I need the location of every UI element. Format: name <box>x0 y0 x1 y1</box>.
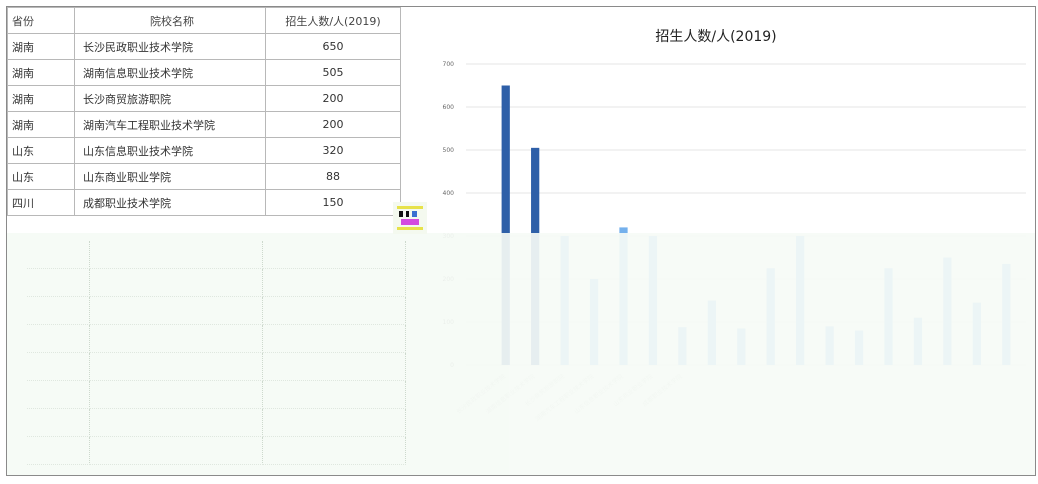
cell-province[interactable]: 湖南 <box>7 59 75 86</box>
faded-overlay-region <box>7 233 1035 475</box>
cell-enrollment[interactable]: 200 <box>265 111 401 138</box>
faded-row <box>27 380 406 409</box>
cell-province[interactable]: 四川 <box>7 189 75 216</box>
faded-row <box>27 408 406 437</box>
header-province: 省份 <box>7 7 75 34</box>
y-tick-label: 500 <box>443 147 455 154</box>
cell-province[interactable]: 湖南 <box>7 85 75 112</box>
cell-school-name[interactable]: 长沙商贸旅游职院 <box>74 85 266 112</box>
faded-row <box>27 241 406 269</box>
cell-enrollment[interactable]: 320 <box>265 137 401 164</box>
screenshot-frame: 省份 院校名称 招生人数/人(2019) 湖南 长沙民政职业技术学院 650 湖… <box>6 6 1036 476</box>
header-school-name: 院校名称 <box>74 7 266 34</box>
table-row: 山东 山东商业职业学院 88 <box>7 163 401 190</box>
y-tick-label: 400 <box>443 190 455 197</box>
cell-enrollment[interactable]: 505 <box>265 59 401 86</box>
cell-enrollment[interactable]: 88 <box>265 163 401 190</box>
cell-enrollment[interactable]: 200 <box>265 85 401 112</box>
cell-province[interactable]: 山东 <box>7 137 75 164</box>
faded-row <box>27 352 406 381</box>
table-row: 山东 山东信息职业技术学院 320 <box>7 137 401 164</box>
table-row: 湖南 湖南汽车工程职业技术学院 200 <box>7 111 401 138</box>
cell-school-name[interactable]: 湖南汽车工程职业技术学院 <box>74 111 266 138</box>
table-header-row: 省份 院校名称 招生人数/人(2019) <box>7 7 401 34</box>
cell-school-name[interactable]: 山东商业职业学院 <box>74 163 266 190</box>
y-tick-label: 700 <box>443 61 455 68</box>
render-artifact <box>393 202 427 234</box>
table-row: 湖南 长沙商贸旅游职院 200 <box>7 85 401 112</box>
faded-row <box>27 324 406 353</box>
cell-school-name[interactable]: 长沙民政职业技术学院 <box>74 33 266 60</box>
table-row: 湖南 湖南信息职业技术学院 505 <box>7 59 401 86</box>
table-row: 四川 成都职业技术学院 150 <box>7 189 401 216</box>
cell-province[interactable]: 山东 <box>7 163 75 190</box>
cell-enrollment[interactable]: 150 <box>265 189 401 216</box>
cell-school-name[interactable]: 山东信息职业技术学院 <box>74 137 266 164</box>
enrollment-table: 省份 院校名称 招生人数/人(2019) 湖南 长沙民政职业技术学院 650 湖… <box>7 7 401 216</box>
chart-title: 招生人数/人(2019) <box>655 29 777 45</box>
cell-school-name[interactable]: 成都职业技术学院 <box>74 189 266 216</box>
cell-province[interactable]: 湖南 <box>7 33 75 60</box>
faded-table <box>27 241 406 465</box>
bar[interactable] <box>501 85 510 366</box>
table-row: 湖南 长沙民政职业技术学院 650 <box>7 33 401 60</box>
y-tick-label: 600 <box>443 104 455 111</box>
cell-school-name[interactable]: 湖南信息职业技术学院 <box>74 59 266 86</box>
cell-province[interactable]: 湖南 <box>7 111 75 138</box>
faded-row <box>27 268 406 297</box>
cell-enrollment[interactable]: 650 <box>265 33 401 60</box>
faded-row <box>27 296 406 325</box>
faded-row <box>27 436 406 465</box>
header-enrollment: 招生人数/人(2019) <box>265 7 401 34</box>
